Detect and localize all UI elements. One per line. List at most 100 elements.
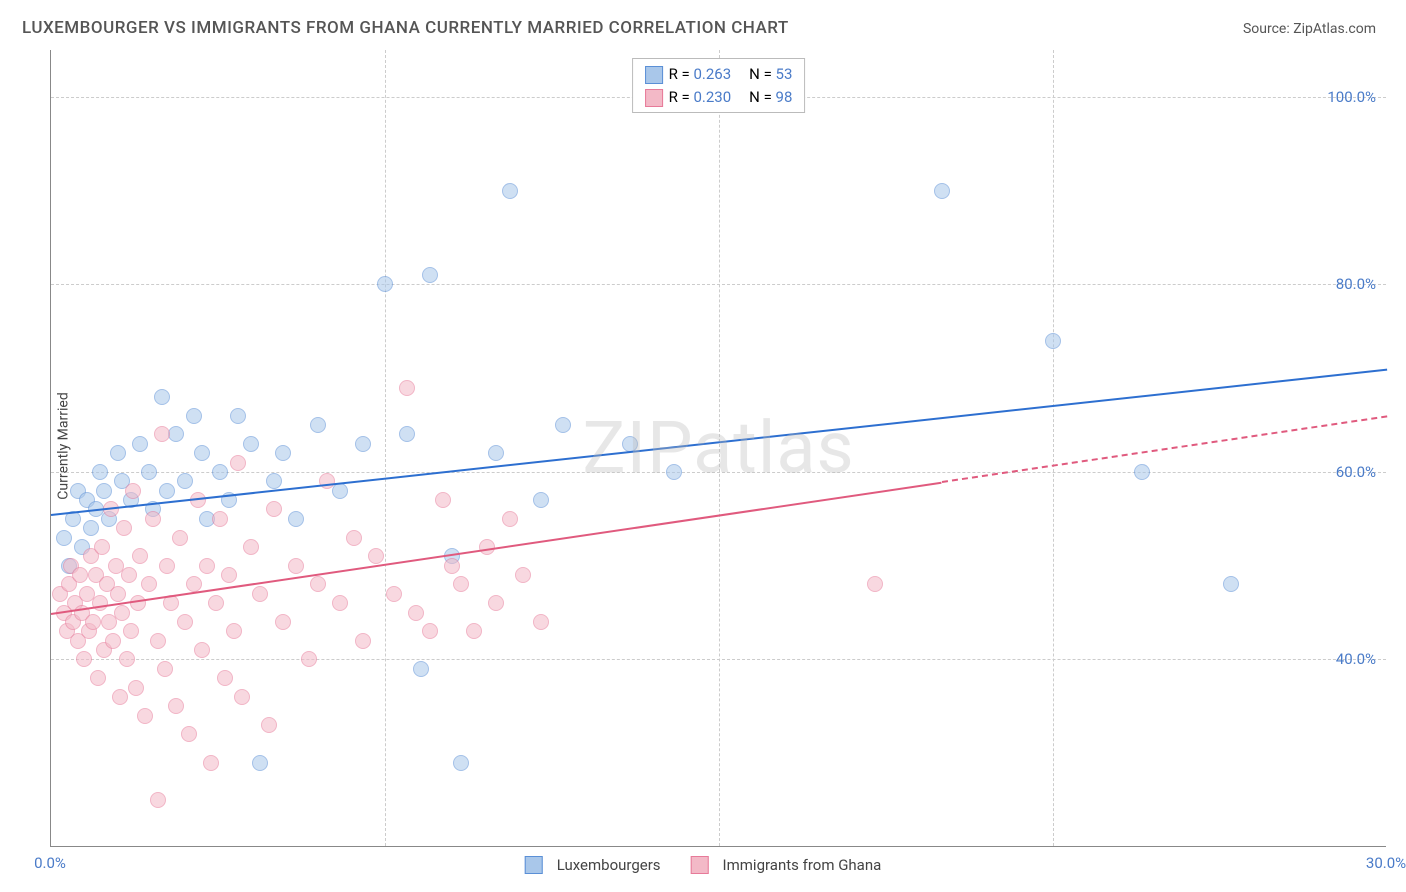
scatter-point bbox=[172, 530, 188, 546]
scatter-point bbox=[288, 558, 304, 574]
scatter-point bbox=[186, 408, 202, 424]
scatter-point bbox=[533, 492, 549, 508]
scatter-point bbox=[116, 520, 132, 536]
legend-label: Luxembourgers bbox=[557, 856, 661, 874]
scatter-point bbox=[199, 558, 215, 574]
scatter-point bbox=[217, 670, 233, 686]
x-tick-label: 30.0% bbox=[1366, 854, 1406, 872]
y-tick-label: 100.0% bbox=[1327, 88, 1376, 106]
scatter-point bbox=[466, 623, 482, 639]
chart-title: LUXEMBOURGER VS IMMIGRANTS FROM GHANA CU… bbox=[22, 18, 789, 38]
scatter-point bbox=[177, 614, 193, 630]
scatter-point bbox=[275, 445, 291, 461]
scatter-point bbox=[488, 445, 504, 461]
scatter-point bbox=[110, 586, 126, 602]
scatter-point bbox=[243, 539, 259, 555]
scatter-point bbox=[1223, 576, 1239, 592]
scatter-point bbox=[288, 511, 304, 527]
scatter-point bbox=[119, 651, 135, 667]
scatter-point bbox=[435, 492, 451, 508]
r-value: 0.230 bbox=[693, 88, 731, 106]
scatter-point bbox=[252, 586, 268, 602]
scatter-point bbox=[94, 539, 110, 555]
gridline-v bbox=[1053, 50, 1054, 846]
scatter-point bbox=[92, 595, 108, 611]
legend-swatch bbox=[525, 856, 543, 874]
scatter-point bbox=[230, 408, 246, 424]
scatter-point bbox=[444, 558, 460, 574]
x-tick-label: 0.0% bbox=[34, 854, 66, 872]
scatter-point bbox=[194, 642, 210, 658]
scatter-point bbox=[56, 530, 72, 546]
scatter-point bbox=[453, 576, 469, 592]
trend-line bbox=[942, 416, 1388, 484]
scatter-point bbox=[130, 595, 146, 611]
legend-top: R = 0.263N = 53R = 0.230N = 98 bbox=[632, 58, 806, 113]
legend-label: Immigrants from Ghana bbox=[723, 856, 882, 874]
scatter-point bbox=[83, 520, 99, 536]
scatter-point bbox=[150, 792, 166, 808]
n-label: N = bbox=[749, 65, 775, 83]
legend-swatch bbox=[645, 66, 663, 84]
scatter-point bbox=[266, 501, 282, 517]
scatter-point bbox=[377, 276, 393, 292]
scatter-point bbox=[934, 183, 950, 199]
scatter-point bbox=[386, 586, 402, 602]
scatter-point bbox=[121, 567, 137, 583]
scatter-point bbox=[177, 473, 193, 489]
scatter-point bbox=[555, 417, 571, 433]
scatter-point bbox=[502, 511, 518, 527]
scatter-point bbox=[243, 436, 259, 452]
scatter-point bbox=[533, 614, 549, 630]
scatter-point bbox=[125, 483, 141, 499]
scatter-point bbox=[168, 698, 184, 714]
r-label: R = bbox=[669, 88, 694, 106]
scatter-point bbox=[266, 473, 282, 489]
scatter-point bbox=[203, 755, 219, 771]
scatter-point bbox=[154, 426, 170, 442]
scatter-point bbox=[355, 436, 371, 452]
scatter-point bbox=[252, 755, 268, 771]
scatter-point bbox=[76, 651, 92, 667]
n-value: 98 bbox=[776, 88, 793, 106]
scatter-point bbox=[159, 558, 175, 574]
scatter-point bbox=[453, 755, 469, 771]
gridline-v bbox=[385, 50, 386, 846]
scatter-point bbox=[301, 651, 317, 667]
r-label: R = bbox=[669, 65, 694, 83]
scatter-point bbox=[261, 717, 277, 733]
scatter-point bbox=[150, 633, 166, 649]
scatter-point bbox=[488, 595, 504, 611]
legend-top-row: R = 0.263N = 53 bbox=[645, 63, 793, 86]
scatter-point bbox=[422, 623, 438, 639]
scatter-point bbox=[332, 595, 348, 611]
scatter-point bbox=[368, 548, 384, 564]
scatter-point bbox=[208, 595, 224, 611]
scatter-point bbox=[181, 726, 197, 742]
scatter-point bbox=[867, 576, 883, 592]
scatter-point bbox=[110, 445, 126, 461]
scatter-point bbox=[212, 511, 228, 527]
gridline-v bbox=[719, 50, 720, 846]
scatter-point bbox=[408, 605, 424, 621]
scatter-point bbox=[145, 511, 161, 527]
scatter-point bbox=[346, 530, 362, 546]
scatter-point bbox=[230, 455, 246, 471]
scatter-point bbox=[90, 670, 106, 686]
scatter-point bbox=[92, 464, 108, 480]
chart-area: ZIPatlas R = 0.263N = 53R = 0.230N = 98 … bbox=[50, 50, 1386, 847]
scatter-point bbox=[515, 567, 531, 583]
legend-bottom-item: Immigrants from Ghana bbox=[691, 856, 882, 874]
y-tick-label: 40.0% bbox=[1336, 650, 1376, 668]
scatter-point bbox=[310, 417, 326, 433]
scatter-point bbox=[141, 464, 157, 480]
scatter-point bbox=[128, 680, 144, 696]
scatter-point bbox=[157, 661, 173, 677]
header: LUXEMBOURGER VS IMMIGRANTS FROM GHANA CU… bbox=[0, 0, 1406, 46]
scatter-point bbox=[114, 605, 130, 621]
scatter-point bbox=[226, 623, 242, 639]
legend-top-row: R = 0.230N = 98 bbox=[645, 86, 793, 109]
legend-bottom: Luxembourgers Immigrants from Ghana bbox=[525, 856, 882, 874]
scatter-point bbox=[399, 426, 415, 442]
source-label: Source: ZipAtlas.com bbox=[1243, 21, 1376, 37]
